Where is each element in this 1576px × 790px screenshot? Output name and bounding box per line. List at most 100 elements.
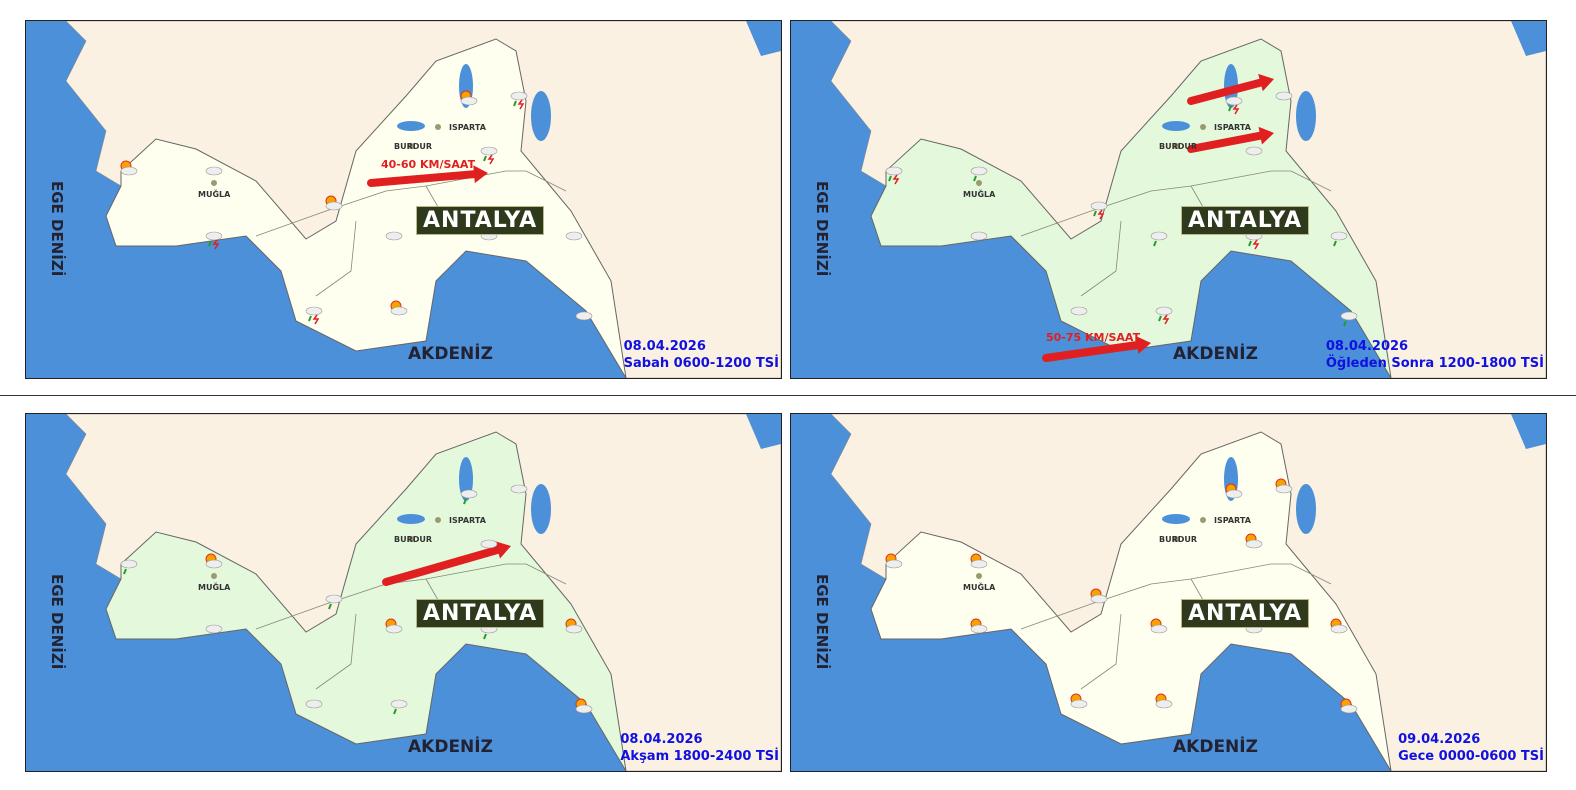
weather-icon-sunny-cloudy	[1245, 533, 1263, 549]
forecast-period: Öğleden Sonra 1200-1800 TSİ	[1325, 356, 1544, 371]
weather-icon-partly-cloudy	[885, 553, 903, 569]
weather-icon-partly-cloudy	[575, 698, 593, 714]
forecast-map-panel: ISPARTA BURDUR MUĞLA ANTALYA AKDENİZ EGE…	[790, 20, 1547, 379]
lake	[1296, 484, 1316, 534]
city-dot	[976, 180, 982, 186]
forecast-map-panel: ISPARTA BURDUR MUĞLA ANTALYA AKDENİZ EGE…	[790, 413, 1547, 772]
weather-icon-cloudy	[205, 624, 223, 634]
weather-icon-rain-thunder	[480, 146, 498, 165]
forecast-region	[105, 431, 627, 771]
weather-icon-rain-thunder	[510, 91, 528, 110]
forecast-map-panel: ISPARTA BURDUR MUĞLA ANTALYA AKDENİZ EGE…	[25, 20, 782, 379]
weather-icon-partly-cloudy	[1340, 698, 1358, 714]
weather-icon-cloudy	[970, 231, 988, 241]
city-dot	[1173, 143, 1179, 149]
city-label-burdur: BURDUR	[394, 535, 433, 544]
weather-icon-partly-cloudy	[390, 300, 408, 316]
weather-icon-cloudy	[480, 539, 498, 549]
city-label-mugla: MUĞLA	[963, 190, 996, 199]
weather-icon-rain	[1150, 231, 1168, 247]
weather-icon-partly-cloudy	[325, 195, 343, 211]
lake	[397, 121, 425, 131]
lake	[531, 91, 551, 141]
forecast-region	[870, 38, 1392, 378]
sea-area	[746, 21, 781, 56]
wind-arrow	[1042, 336, 1151, 362]
city-label-mugla: MUĞLA	[198, 190, 231, 199]
province-border	[1020, 563, 1332, 690]
forecast-time-label: 09.04.2026 Gece 0000-0600 TSİ	[1398, 731, 1544, 765]
panel-separator	[0, 395, 1576, 396]
weather-icon-rain-thunder	[885, 166, 903, 185]
weather-icon-rain	[390, 699, 408, 715]
map-graphic	[65, 414, 781, 771]
weather-icon-partly-cloudy	[1225, 483, 1243, 499]
map-graphic	[830, 21, 1546, 378]
sea-label-ege: EGE DENİZİ	[813, 574, 831, 670]
weather-icon-rain-thunder	[205, 231, 223, 250]
sea-area	[1511, 21, 1546, 56]
city-label-burdur: BURDUR	[1159, 535, 1198, 544]
forecast-region	[105, 38, 627, 378]
city-dot	[1173, 536, 1179, 542]
province-label-antalya: ANTALYA	[416, 206, 545, 235]
city-label-mugla: MUĞLA	[963, 583, 996, 592]
lake	[1296, 91, 1316, 141]
city-dot	[435, 517, 441, 523]
weather-icon-rain-thunder	[305, 306, 323, 325]
weather-icon-partly-cloudy	[565, 618, 583, 634]
sea-label-ege: EGE DENİZİ	[48, 574, 66, 670]
forecast-period: Sabah 0600-1200 TSİ	[623, 356, 779, 371]
lake	[531, 484, 551, 534]
lake	[1162, 121, 1190, 131]
wind-arrow	[367, 165, 488, 187]
lake	[1162, 514, 1190, 524]
province-label-antalya: ANTALYA	[416, 599, 545, 628]
weather-icon-cloudy	[305, 699, 323, 709]
sea-label-akdeniz: AKDENİZ	[408, 344, 493, 364]
weather-icon-partly-cloudy	[385, 618, 403, 634]
sea-label-ege: EGE DENİZİ	[813, 181, 831, 277]
weather-icon-rain-thunder	[1090, 201, 1108, 220]
weather-icon-partly-cloudy	[460, 90, 478, 106]
weather-icon-cloudy	[575, 311, 593, 321]
sea-label-akdeniz: AKDENİZ	[1173, 344, 1258, 364]
weather-icon-rain	[1340, 311, 1358, 327]
weather-icon-rain-thunder	[1225, 96, 1243, 115]
city-label-isparta: ISPARTA	[449, 123, 486, 132]
weather-icon-partly-cloudy	[970, 618, 988, 634]
sea-area	[1511, 414, 1546, 449]
map-graphic	[830, 414, 1546, 771]
wind-arrow	[1187, 126, 1274, 153]
weather-icon-sunny-cloudy	[1090, 588, 1108, 604]
weather-icon-partly-cloudy	[1150, 618, 1168, 634]
weather-icon-rain	[970, 166, 988, 182]
weather-icon-partly-cloudy	[205, 553, 223, 569]
sea-area	[746, 414, 781, 449]
city-label-isparta: ISPARTA	[449, 516, 486, 525]
sea-label-ege: EGE DENİZİ	[48, 181, 66, 277]
city-dot	[435, 124, 441, 130]
province-label-antalya: ANTALYA	[1181, 599, 1310, 628]
city-dot	[211, 180, 217, 186]
city-label-burdur: BURDUR	[394, 142, 433, 151]
lake	[397, 514, 425, 524]
province-border	[1020, 170, 1332, 297]
weather-icon-partly-cloudy	[120, 160, 138, 176]
map-graphic	[65, 21, 781, 378]
forecast-time-label: 08.04.2026 Akşam 1800-2400 TSİ	[620, 731, 779, 765]
weather-icon-cloudy	[565, 231, 583, 241]
forecast-time-label: 08.04.2026 Sabah 0600-1200 TSİ	[624, 338, 779, 372]
forecast-period: Gece 0000-0600 TSİ	[1398, 749, 1544, 764]
province-border	[255, 170, 567, 297]
forecast-date: 08.04.2026	[620, 732, 703, 747]
weather-icon-cloudy	[385, 231, 403, 241]
city-dot	[976, 573, 982, 579]
weather-icon-rain	[1330, 231, 1348, 247]
wind-speed-label: 50-75 KM/SAAT	[1046, 331, 1141, 344]
city-dot	[1200, 124, 1206, 130]
forecast-time-label: 08.04.2026 Öğleden Sonra 1200-1800 TSİ	[1326, 338, 1544, 372]
city-dot	[211, 573, 217, 579]
city-label-isparta: ISPARTA	[1214, 516, 1251, 525]
forecast-date: 09.04.2026	[1398, 732, 1481, 747]
